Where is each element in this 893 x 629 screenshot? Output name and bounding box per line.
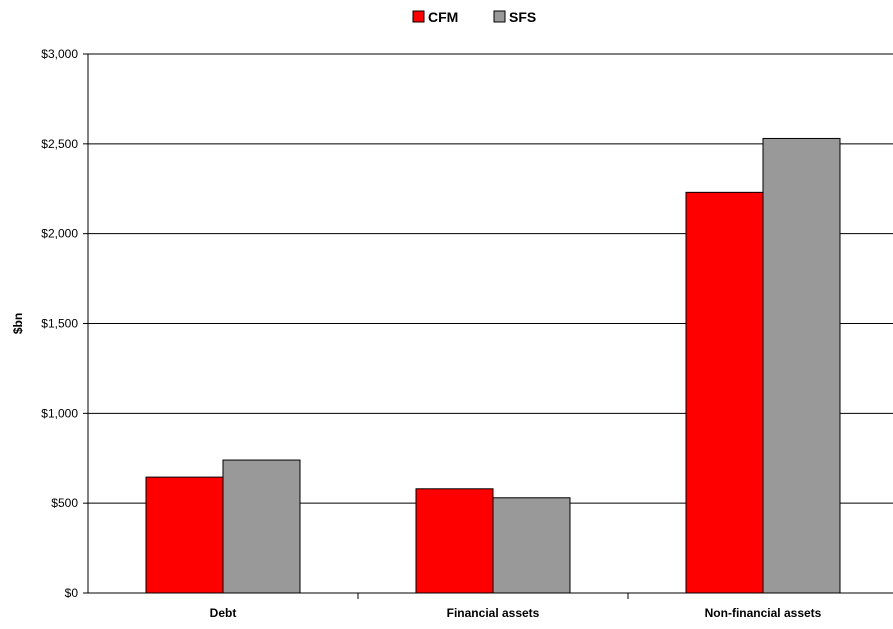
y-tick-label: $500: [51, 496, 78, 510]
legend-label-cfm: CFM: [428, 9, 458, 25]
bar-cfm: [145, 476, 224, 594]
y-tick-label: $2,000: [41, 227, 78, 241]
bars: [145, 137, 841, 594]
bar-cfm: [685, 191, 764, 594]
x-category-label: Debt: [210, 606, 237, 620]
category-labels: Debt Financial assets Non-financial assets: [210, 593, 822, 620]
y-tick-label: $0: [65, 586, 79, 600]
y-tick-label: $2,500: [41, 137, 78, 151]
y-tick-label: $1,500: [41, 317, 78, 331]
x-category-label: Financial assets: [447, 606, 540, 620]
x-category-label: Non-financial assets: [705, 606, 822, 620]
legend-swatch-sfs: [493, 10, 506, 23]
bar-sfs: [762, 137, 841, 594]
y-axis-title: $bn: [11, 313, 25, 334]
y-tick-label: $1,000: [41, 406, 78, 420]
legend-label-sfs: SFS: [509, 9, 536, 25]
legend-swatch-cfm: [412, 10, 425, 23]
y-tick-labels: $0 $500 $1,000 $1,500 $2,000 $2,500 $3,000: [41, 47, 88, 600]
legend: CFM SFS: [412, 9, 536, 25]
y-tick-label: $3,000: [41, 47, 78, 61]
bar-cfm: [415, 488, 494, 594]
bar-sfs: [222, 459, 301, 594]
bar-sfs: [492, 497, 571, 594]
